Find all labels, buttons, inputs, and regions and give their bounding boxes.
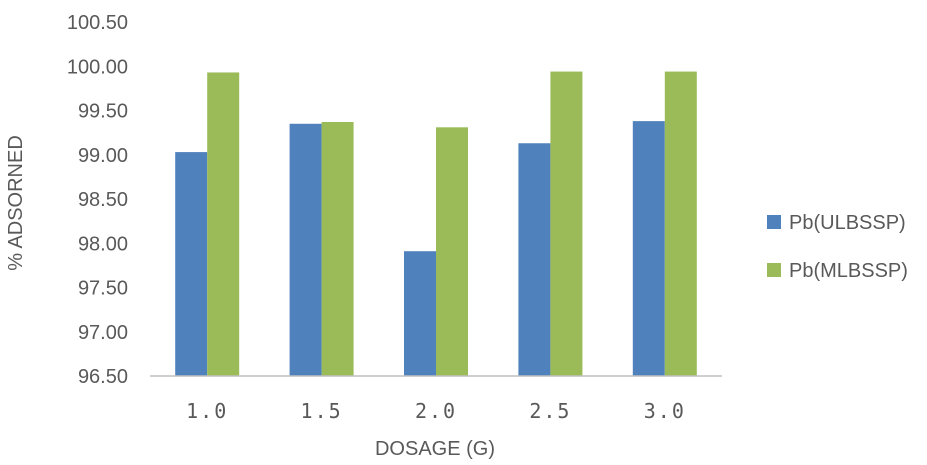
y-tick-label: 99.00 xyxy=(78,145,128,167)
y-tick-label: 97.50 xyxy=(78,278,128,300)
x-tick-label: 2.0 xyxy=(415,399,457,423)
bar-ulbssp-2.0 xyxy=(404,251,436,376)
y-tick-label: 96.50 xyxy=(78,366,128,388)
bar-ulbssp-3.0 xyxy=(632,121,665,377)
bar-mlbssp-1.5 xyxy=(321,122,354,376)
y-axis-title: % ADSORNED xyxy=(5,135,27,271)
bar-mlbssp-2.5 xyxy=(550,71,583,376)
bar-ulbssp-2.5 xyxy=(518,143,551,376)
x-tick-label: 3.0 xyxy=(644,399,686,423)
legend: Pb(ULBSSP) Pb(MLBSSP) xyxy=(767,212,908,282)
bars xyxy=(175,71,697,377)
x-tick-label: 2.5 xyxy=(529,399,571,423)
y-tick-label: 100.50 xyxy=(67,12,128,34)
y-axis-ticks: 96.50 97.00 97.50 98.00 98.50 99.00 99.50 100.0… xyxy=(67,12,128,388)
x-tick-label: 1.5 xyxy=(301,399,343,423)
legend-label: Pb(ULBSSP) xyxy=(789,212,906,234)
y-tick-label: 99.50 xyxy=(78,101,128,123)
y-tick-label: 98.00 xyxy=(78,233,128,255)
bar-ulbssp-1.0 xyxy=(175,152,208,376)
x-axis-title: DOSAGE (G) xyxy=(375,438,495,460)
legend-label: Pb(MLBSSP) xyxy=(789,260,908,282)
bar-mlbssp-1.0 xyxy=(207,72,240,376)
x-axis-ticks: 1.0 1.5 2.0 2.5 3.0 xyxy=(186,399,686,423)
y-tick-label: 98.50 xyxy=(78,189,128,211)
legend-swatch xyxy=(767,215,781,229)
bar-mlbssp-3.0 xyxy=(664,71,697,376)
y-tick-label: 100.00 xyxy=(67,56,128,78)
y-tick-label: 97.00 xyxy=(78,322,128,344)
legend-swatch xyxy=(767,263,781,277)
bar-mlbssp-2.0 xyxy=(436,127,468,376)
x-tick-label: 1.0 xyxy=(186,399,228,423)
bar-ulbssp-1.5 xyxy=(289,123,322,377)
